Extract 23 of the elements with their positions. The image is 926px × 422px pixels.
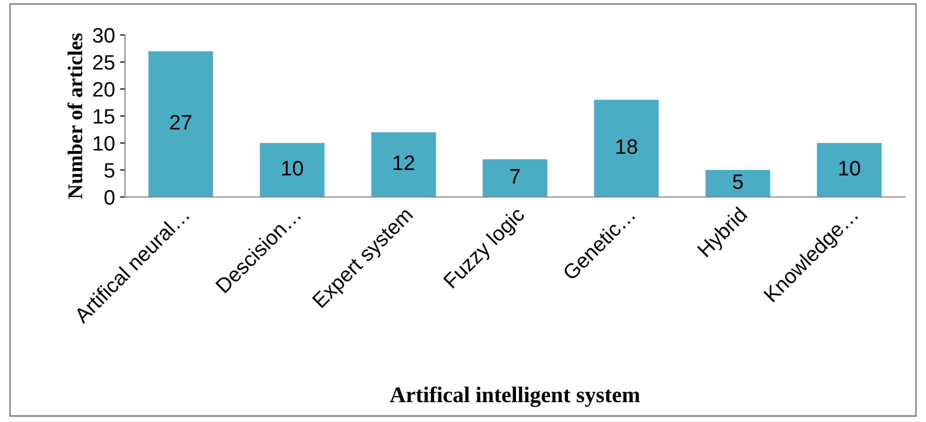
bar: [816, 143, 882, 197]
data-label: 10: [282, 160, 303, 176]
bar: [260, 143, 324, 197]
data-label: 5: [732, 174, 743, 190]
y-tick-label: 25: [93, 55, 114, 70]
bar: [148, 51, 214, 197]
bar: [706, 170, 770, 197]
data-label: 18: [616, 139, 638, 154]
data-label: 10: [839, 160, 860, 176]
y-tick-label: 10: [94, 136, 114, 151]
x-axis-title: Artifical intelligent system: [390, 386, 640, 407]
y-tick-label: 20: [93, 82, 114, 97]
bar: [482, 159, 548, 197]
bar: [371, 132, 436, 197]
y-tick-label: 15: [94, 109, 114, 124]
bar: [594, 100, 659, 197]
y-axis-title: Number of articles: [67, 33, 82, 199]
data-label: 12: [394, 155, 414, 170]
y-tick-label: 0: [104, 190, 114, 205]
data-label: 27: [170, 114, 192, 130]
y-tick-label: 5: [104, 163, 114, 178]
y-tick-label: 30: [92, 28, 114, 43]
data-label: 7: [510, 169, 520, 184]
